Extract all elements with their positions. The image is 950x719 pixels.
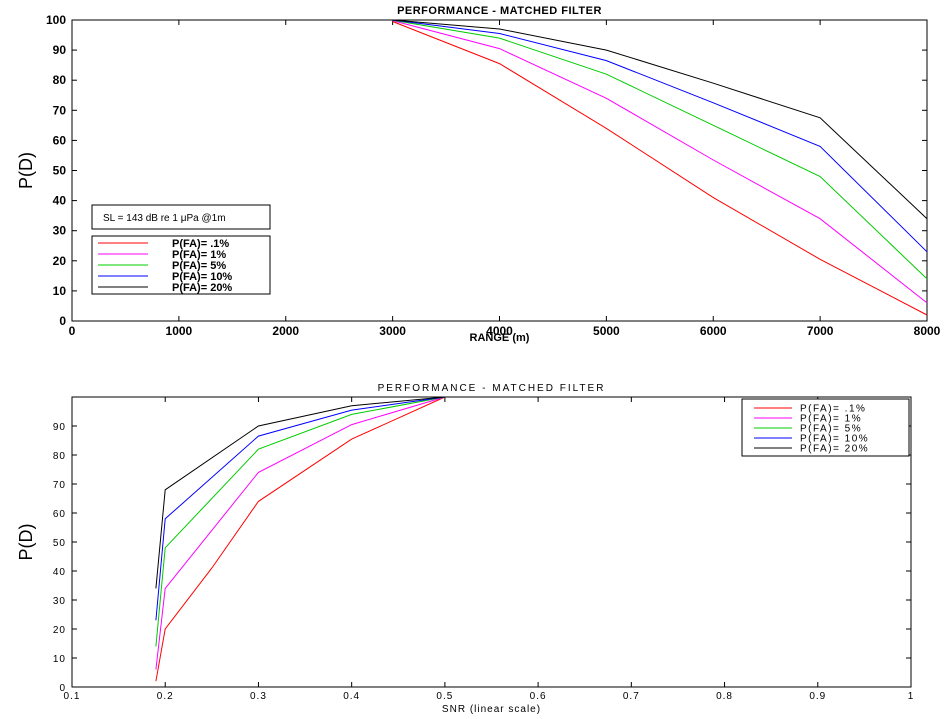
legend-label-2: P(FA)= 5% bbox=[800, 424, 862, 435]
x-tick-label: 4000 bbox=[486, 324, 513, 338]
series-line-0 bbox=[392, 21, 928, 316]
x-tick-label: 0.3 bbox=[250, 691, 267, 702]
y-tick-label: 80 bbox=[53, 73, 67, 87]
x-tick-label: 1 bbox=[908, 691, 915, 702]
legend-label-1: P(FA)= 1% bbox=[172, 249, 226, 261]
y-tick-label: 90 bbox=[53, 422, 66, 433]
legend-label-2: P(FA)= 5% bbox=[172, 260, 226, 272]
x-tick-label: 0.5 bbox=[436, 691, 453, 702]
y-axis-label: P(D) bbox=[16, 524, 36, 561]
y-axis-label: P(D) bbox=[16, 152, 36, 189]
y-tick-label: 100 bbox=[46, 13, 66, 27]
x-tick-label: 1000 bbox=[166, 324, 193, 338]
x-tick-label: 7000 bbox=[807, 324, 834, 338]
x-axis-label: SNR (linear scale) bbox=[442, 704, 541, 715]
x-tick-label: 3000 bbox=[379, 324, 406, 338]
series-line-0 bbox=[155, 396, 446, 682]
x-tick-label: 0.4 bbox=[343, 691, 360, 702]
y-tick-label: 40 bbox=[53, 194, 67, 208]
y-tick-label: 0 bbox=[59, 314, 66, 328]
y-tick-label: 0 bbox=[59, 683, 66, 694]
chart-title: PERFORMANCE - MATCHED FILTER bbox=[397, 5, 602, 17]
legend-label-1: P(FA)= 1% bbox=[800, 414, 862, 425]
y-tick-label: 90 bbox=[53, 43, 67, 57]
x-tick-label: 0.6 bbox=[530, 691, 547, 702]
annotation-text: SL = 143 dB re 1 μPa @1m bbox=[103, 213, 226, 224]
chart-snr: PERFORMANCE - MATCHED FILTER 0.1 0.2 0.3 0.4… bbox=[16, 383, 915, 715]
legend-label-4: P(FA)= 20% bbox=[800, 444, 869, 455]
x-tick-label: 5000 bbox=[593, 324, 620, 338]
x-tick-label: 0.7 bbox=[623, 691, 640, 702]
series-line-1 bbox=[155, 396, 446, 670]
y-tick-label: 20 bbox=[53, 254, 67, 268]
x-axis-label: RANGE (m) bbox=[470, 332, 530, 344]
x-tick-label: 2000 bbox=[272, 324, 299, 338]
series-line-4 bbox=[155, 396, 445, 589]
legend-label-3: P(FA)= 10% bbox=[800, 434, 869, 445]
y-tick-label: 50 bbox=[53, 538, 66, 549]
y-tick-label: 60 bbox=[53, 133, 67, 147]
y-tick-label: 10 bbox=[53, 654, 66, 665]
y-tick-label: 60 bbox=[53, 509, 66, 520]
x-tick-label: 0.9 bbox=[809, 691, 826, 702]
y-tick-label: 70 bbox=[53, 103, 67, 117]
series-line-2 bbox=[392, 19, 928, 280]
x-tick-label: 0.2 bbox=[157, 691, 174, 702]
y-tick-label: 80 bbox=[53, 451, 66, 462]
y-tick-label: 50 bbox=[53, 164, 67, 178]
legend-label-0: P(FA)= .1% bbox=[800, 404, 866, 415]
annotation-box bbox=[91, 204, 271, 230]
x-tick-label: 0 bbox=[69, 324, 76, 338]
series-line-1 bbox=[392, 20, 928, 304]
series-line-4 bbox=[392, 19, 928, 220]
y-tick-label: 70 bbox=[53, 480, 66, 491]
legend-label-4: P(FA)= 20% bbox=[172, 282, 232, 294]
x-tick-label: 0.1 bbox=[64, 691, 81, 702]
series-line-2 bbox=[155, 396, 445, 647]
y-tick-label: 10 bbox=[53, 284, 67, 298]
series-line-3 bbox=[155, 396, 445, 621]
y-tick-label: 30 bbox=[53, 224, 67, 238]
series-line-3 bbox=[392, 19, 928, 253]
x-tick-label: 8000 bbox=[914, 324, 941, 338]
y-tick-label: 30 bbox=[53, 596, 66, 607]
x-tick-label: 6000 bbox=[700, 324, 727, 338]
legend-label-3: P(FA)= 10% bbox=[172, 271, 232, 283]
y-tick-label: 40 bbox=[53, 567, 66, 578]
x-tick-label: 0.8 bbox=[716, 691, 733, 702]
y-tick-label: 20 bbox=[53, 625, 66, 636]
chart-title: PERFORMANCE - MATCHED FILTER bbox=[378, 383, 606, 394]
legend-label-0: P(FA)= .1% bbox=[172, 238, 229, 250]
